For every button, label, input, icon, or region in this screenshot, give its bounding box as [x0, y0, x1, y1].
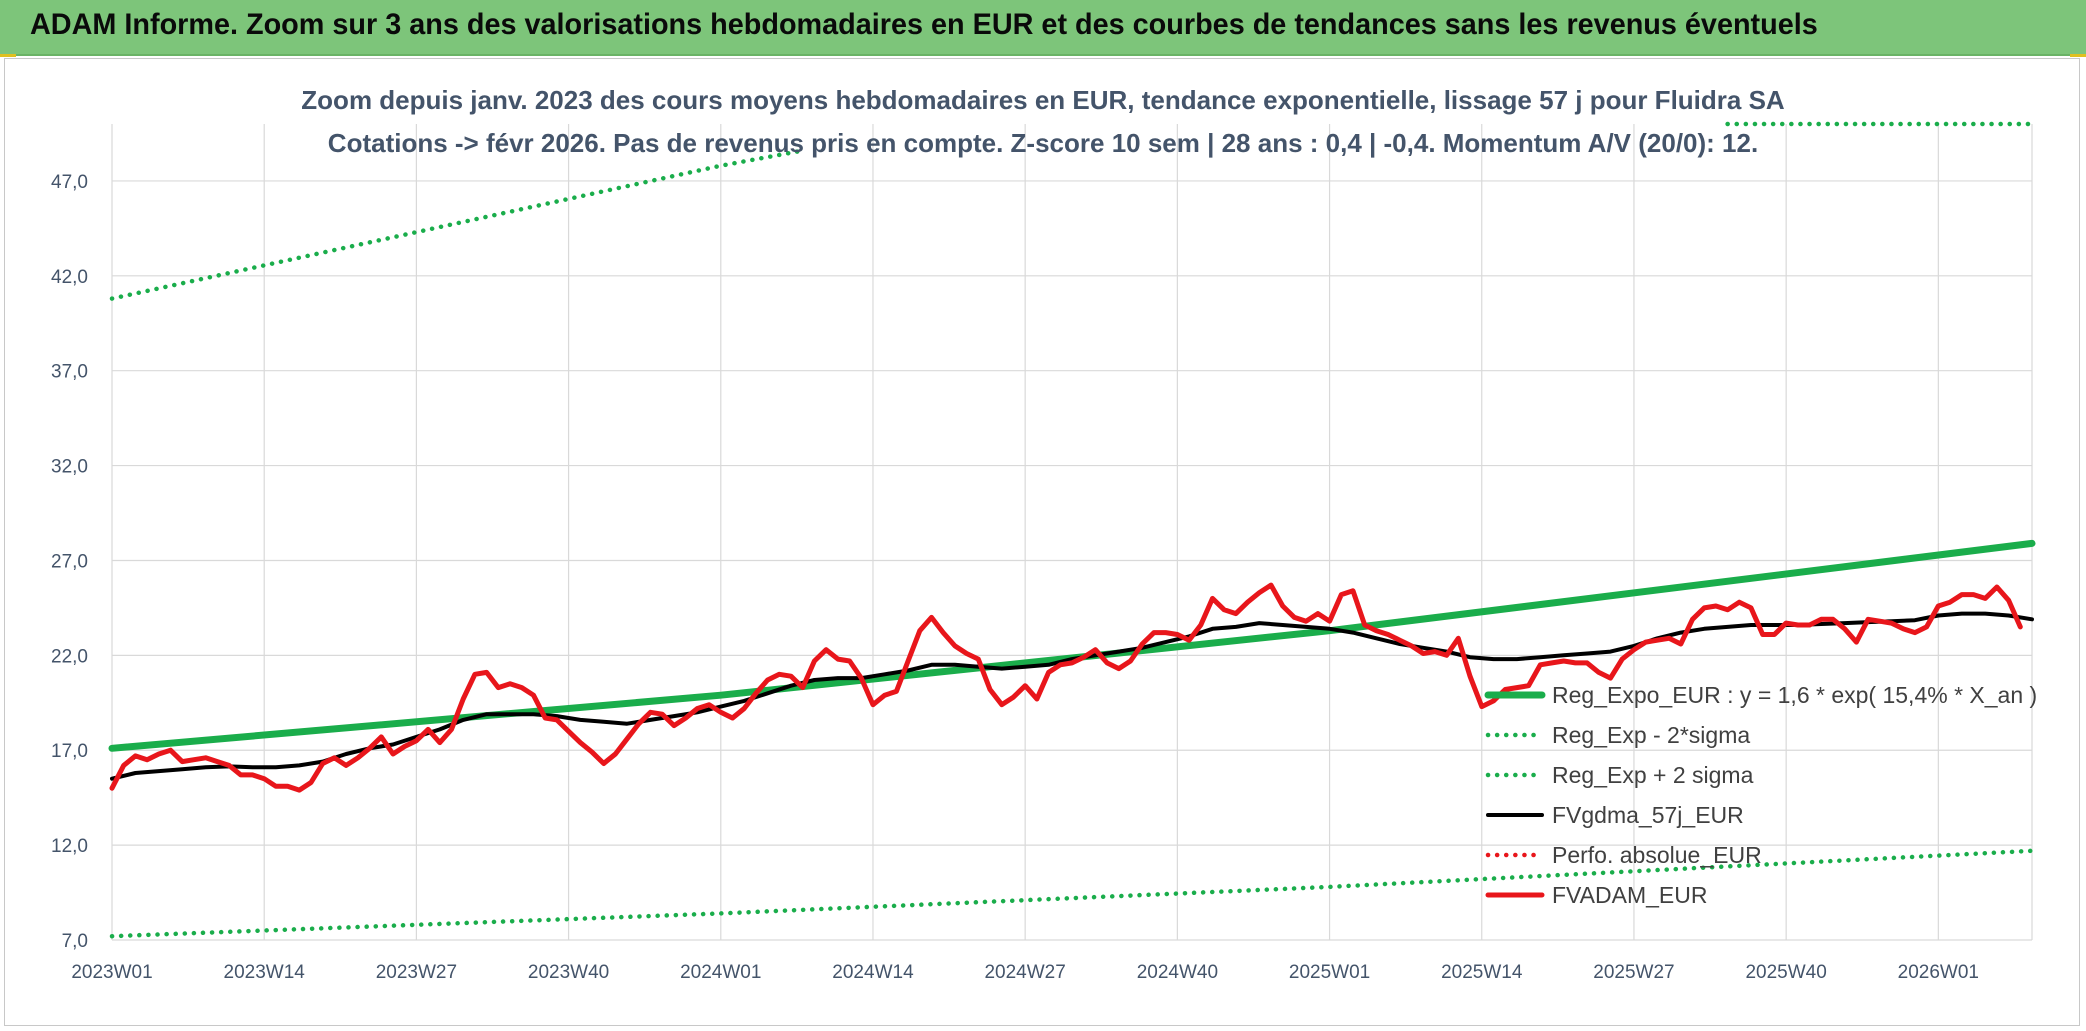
legend-label: Perfo. absolue_EUR: [1552, 842, 1762, 868]
y-tick-label: 12,0: [51, 836, 88, 857]
legend-label: FVADAM_EUR: [1552, 882, 1708, 908]
page-title: ADAM Informe. Zoom sur 3 ans des valoris…: [30, 8, 1818, 41]
x-tick-label: 2024W01: [680, 962, 761, 983]
grid: 7,0 12,0 17,0 22,0 27,0 32,0 37,0 42,0 47,0 2023W…: [51, 124, 2033, 983]
y-tick-label: 47,0: [51, 172, 88, 193]
y-tick-label: 22,0: [51, 646, 88, 667]
corner-mark: [2070, 54, 2086, 57]
x-tick-label: 2023W40: [528, 962, 609, 983]
chart-title-line2: Cotations -> févr 2026. Pas de revenus p…: [328, 128, 1758, 158]
y-tick-label: 27,0: [51, 551, 88, 572]
y-tick-label: 17,0: [51, 741, 88, 762]
chart-title-line1: Zoom depuis janv. 2023 des cours moyens …: [301, 85, 1785, 115]
legend-label: Reg_Expo_EUR : y = 1,6 * exp( 15,4% * X_…: [1552, 682, 2037, 708]
header-banner: ADAM Informe. Zoom sur 3 ans des valoris…: [0, 0, 2086, 56]
series-reg-expo-line: [108, 539, 2036, 752]
legend-label: FVgdma_57j_EUR: [1552, 802, 1744, 828]
x-tick-label: 2025W14: [1441, 962, 1523, 983]
legend-label: Reg_Exp - 2*sigma: [1552, 722, 1750, 748]
x-tick-label: 2023W27: [376, 962, 457, 983]
x-tick-label: 2024W40: [1137, 962, 1218, 983]
plot-area: [108, 121, 2036, 939]
y-tick-label: 7,0: [62, 931, 88, 952]
y-tick-label: 32,0: [51, 457, 88, 478]
x-tick-label: 2025W01: [1289, 962, 1370, 983]
chart-frame: [4, 58, 2080, 1026]
x-tick-label: 2024W27: [984, 962, 1065, 983]
legend: Reg_Expo_EUR : y = 1,6 * exp( 15,4% * X_…: [1484, 682, 2037, 908]
x-tick-label: 2024W14: [832, 962, 914, 983]
x-tick-label: 2026W01: [1898, 962, 1979, 983]
x-tick-label: 2025W40: [1745, 962, 1826, 983]
legend-label: Reg_Exp + 2 sigma: [1552, 762, 1754, 788]
series-reg-plus-2sigma-line: [109, 148, 805, 301]
x-tick-label: 2025W27: [1593, 962, 1674, 983]
corner-mark: [0, 54, 16, 57]
y-tick-label: 42,0: [51, 267, 88, 288]
series-fvadam-line: [109, 582, 2023, 793]
y-tick-label: 37,0: [51, 362, 88, 383]
x-tick-label: 2023W01: [71, 962, 152, 983]
x-tick-label: 2023W14: [224, 962, 306, 983]
